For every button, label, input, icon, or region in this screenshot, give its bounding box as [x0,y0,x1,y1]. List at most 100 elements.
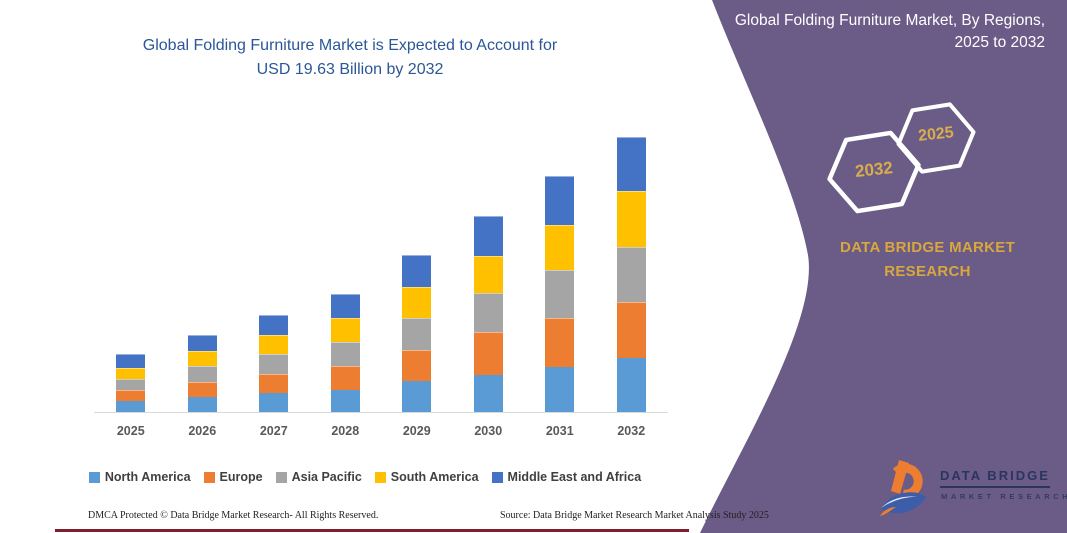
purple-panel-shape [700,0,1067,533]
bar-segment-2028-middle-east-and-africa [330,293,360,318]
brand-line2: RESEARCH [884,263,971,280]
chart-legend: North America Europe Asia Pacific South Ame… [50,470,680,484]
stacked-bar-2029 [402,254,432,413]
x-axis-label-2027: 2027 [259,424,288,438]
x-axis-label-2025: 2025 [116,424,145,438]
chart-title: Global Folding Furniture Market is Expec… [30,34,670,82]
bar-segment-2027-europe [259,373,289,394]
bar-segment-2029-asia-pacific [402,318,432,350]
bar-segment-2029-europe [402,349,432,382]
bar-segment-2028-south-america [330,318,360,343]
x-axis-label-2032: 2032 [617,424,646,438]
bar-cell-2027 [238,123,310,413]
bar-segment-2027-asia-pacific [259,354,289,374]
stacked-bar-2025 [116,354,146,413]
x-axis-label-2031: 2031 [545,424,574,438]
legend-item-north-america: North America [88,470,191,484]
bar-cell-2029 [381,123,453,413]
brand-text: DATA BRIDGE MARKET RESEARCH [800,236,1055,284]
bar-segment-2028-europe [330,365,360,390]
hexagon-2025-outline [896,102,976,174]
bar-segment-2029-middle-east-and-africa [402,254,432,288]
bar-segment-2031-middle-east-and-africa [545,175,575,225]
bar-chart-plot-area [95,123,667,413]
chart-title-line1: Global Folding Furniture Market is Expec… [142,37,558,54]
legend-label: Middle East and Africa [507,470,642,484]
legend-label: South America [390,470,479,484]
bar-segment-2025-south-america [116,368,146,380]
bar-cell-2026 [167,123,239,413]
footer-copyright: DMCA Protected © Data Bridge Market Rese… [88,510,379,521]
bar-segment-2029-south-america [402,287,432,319]
legend-label: Asia Pacific [291,470,362,484]
dbmr-logo-mark-icon [880,460,926,516]
bar-segment-2032-south-america [616,191,646,248]
x-axis-label-2030: 2030 [474,424,503,438]
bar-segment-2026-middle-east-and-africa [187,334,217,351]
bar-segment-2030-europe [473,332,503,375]
bar-segment-2025-north-america [116,401,146,413]
footer-divider-line [55,529,689,532]
legend-swatch-icon [203,471,215,483]
legend-item-middle-east-and-africa: Middle East and Africa [491,470,642,484]
bar-cell-2031 [524,123,596,413]
legend-swatch-icon [275,471,287,483]
bar-cell-2030 [453,123,525,413]
bar-cell-2028 [310,123,382,413]
legend-swatch-icon [491,471,503,483]
bar-segment-2028-north-america [330,389,360,413]
legend-swatch-icon [374,471,386,483]
bar-segment-2031-europe [545,318,575,368]
stacked-bar-2030 [473,215,503,413]
legend-item-asia-pacific: Asia Pacific [275,470,362,484]
bar-segment-2025-europe [116,390,146,402]
chart-title-line2: USD 19.63 Billion by 2032 [256,61,444,78]
legend-item-south-america: South America [374,470,479,484]
x-axis-label-2028: 2028 [331,424,360,438]
brand-line1: DATA BRIDGE MARKET [839,239,1016,256]
x-axis-labels: 2025 2026 2027 2028 2029 2030 2031 2032 [95,424,667,438]
stacked-bar-2032 [616,137,646,413]
legend-item-europe: Europe [203,470,263,484]
bar-segment-2030-north-america [473,374,503,413]
bar-segment-2026-asia-pacific [187,366,217,382]
legend-swatch-icon [88,471,100,483]
dbmr-logo: DATA BRIDGE MARKET RESEARCH [878,456,1067,528]
footer-source: Source: Data Bridge Market Research Mark… [500,510,769,521]
x-axis-line [94,412,668,413]
stacked-bar-2031 [545,175,575,413]
bar-cell-2025 [95,123,167,413]
bar-segment-2031-north-america [545,367,575,413]
bar-segment-2027-north-america [259,393,289,413]
bar-segment-2032-middle-east-and-africa [616,137,646,192]
legend-label: Europe [219,470,263,484]
bar-segment-2025-middle-east-and-africa [116,354,146,369]
bar-segment-2027-middle-east-and-africa [259,315,289,335]
bar-segment-2026-north-america [187,397,217,413]
bar-segment-2032-asia-pacific [616,247,646,303]
bar-segment-2029-north-america [402,381,432,413]
bar-segment-2028-asia-pacific [330,342,360,366]
logo-text-data-bridge: DATA BRIDGE [940,468,1050,488]
stacked-bar-2027 [259,315,289,413]
bar-segment-2026-europe [187,381,217,398]
stacked-bar-2026 [187,334,217,413]
logo-text-market-research: MARKET RESEARCH [941,492,1067,501]
bar-segment-2027-south-america [259,334,289,355]
bar-segment-2030-middle-east-and-africa [473,215,503,256]
panel-title: Global Folding Furniture Market, By Regi… [734,12,1045,51]
bar-segment-2025-asia-pacific [116,379,146,391]
x-axis-label-2029: 2029 [402,424,431,438]
bar-segment-2026-south-america [187,350,217,367]
bar-segment-2030-asia-pacific [473,293,503,333]
bar-segment-2031-south-america [545,224,575,271]
bar-segment-2031-asia-pacific [545,270,575,319]
bar-segment-2030-south-america [473,255,503,294]
stacked-bar-2028 [330,293,360,413]
legend-label: North America [104,470,191,484]
x-axis-label-2026: 2026 [188,424,217,438]
bar-segment-2032-north-america [616,358,646,413]
bar-cell-2032 [596,123,668,413]
